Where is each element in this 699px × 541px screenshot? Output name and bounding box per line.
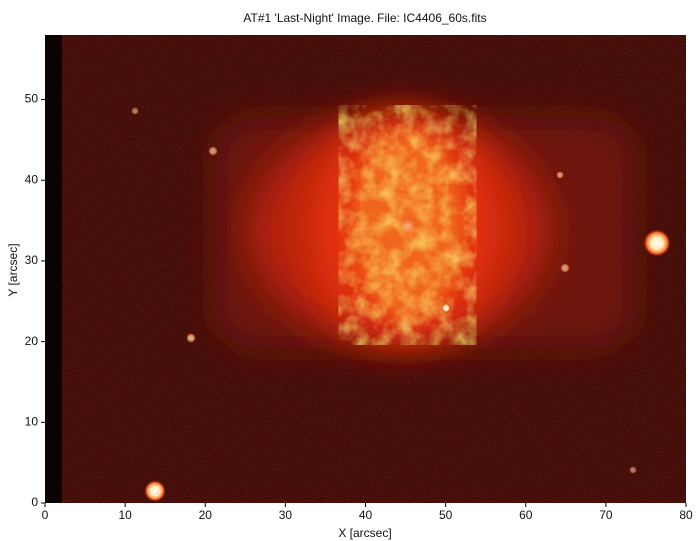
y-axis-label: Y [arcsec] bbox=[6, 243, 20, 296]
x-tick-label: 0 bbox=[42, 508, 49, 522]
x-tick-label: 30 bbox=[279, 508, 293, 522]
x-axis-label: X [arcsec] bbox=[338, 526, 391, 540]
y-tick-label: 40 bbox=[25, 172, 39, 186]
x-tick-label: 80 bbox=[679, 508, 693, 522]
y-tick-label: 10 bbox=[25, 414, 39, 428]
y-tick-label: 20 bbox=[25, 334, 39, 348]
y-tick-label: 0 bbox=[31, 495, 38, 509]
x-tick-label: 20 bbox=[199, 508, 213, 522]
y-tick-label: 50 bbox=[25, 92, 39, 106]
x-tick-label: 10 bbox=[118, 508, 132, 522]
chart-title: AT#1 'Last-Night' Image. File: IC4406_60… bbox=[243, 11, 486, 25]
x-tick-label: 60 bbox=[519, 508, 533, 522]
x-tick-label: 70 bbox=[599, 508, 613, 522]
y-tick-label: 30 bbox=[25, 253, 39, 267]
image bbox=[45, 35, 686, 503]
x-tick-label: 40 bbox=[359, 508, 373, 522]
x-tick-label: 50 bbox=[439, 508, 453, 522]
